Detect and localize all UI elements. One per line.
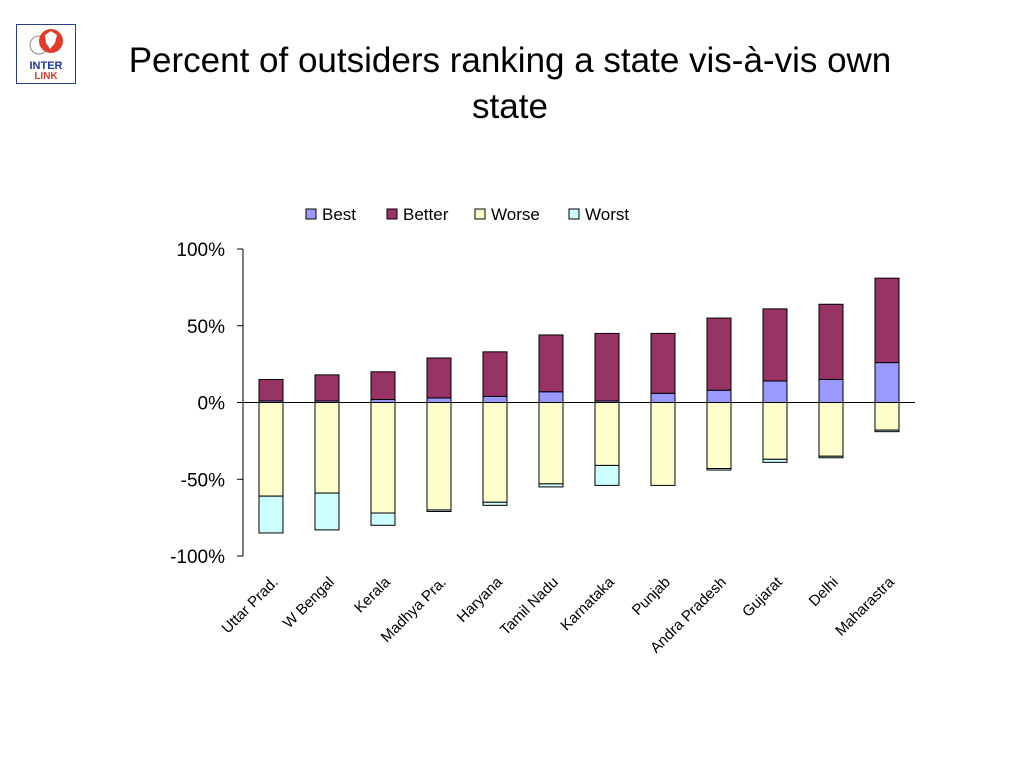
y-tick-label: 100%	[176, 240, 225, 261]
bar-better-punjab	[650, 332, 676, 394]
x-category-label: Kerala	[351, 573, 394, 616]
bar-best-madhya-pra	[426, 397, 452, 403]
bar-better-kerala	[370, 371, 396, 400]
bar-worse-maharastra	[874, 402, 900, 431]
bar-worst-maharastra	[874, 429, 900, 433]
x-category-label: Delhi	[806, 574, 842, 610]
logo-text-top: INTER	[30, 60, 63, 72]
x-category-label: Punjab	[629, 574, 674, 619]
y-tick-label: -100%	[170, 547, 225, 568]
bar-worst-gujarat	[762, 458, 788, 463]
bar-better-w-bengal	[314, 374, 340, 402]
bar-best-gujarat	[762, 380, 788, 404]
bar-best-delhi	[818, 378, 844, 404]
bar-better-andra-pradesh	[706, 317, 732, 391]
bar-worse-madhya-pra	[426, 402, 452, 511]
bar-worse-delhi	[818, 402, 844, 457]
legend-label-better: Better	[403, 205, 449, 224]
bar-worst-delhi	[818, 455, 844, 459]
x-category-label: Karnataka	[557, 573, 618, 634]
legend-swatch-worse	[474, 208, 486, 220]
bar-better-haryana	[482, 351, 508, 397]
bar-better-uttar-prad	[258, 378, 284, 402]
legend-swatch-worst	[568, 208, 580, 220]
legend-swatch-better	[386, 208, 398, 220]
bar-worse-gujarat	[762, 402, 788, 460]
bar-worse-haryana	[482, 402, 508, 503]
bar-worst-madhya-pra	[426, 509, 452, 512]
bar-better-maharastra	[874, 277, 900, 364]
logo-text-bottom: LINK	[34, 71, 58, 82]
bar-best-tamil-nadu	[538, 391, 564, 404]
legend-swatch-best	[305, 208, 317, 220]
x-category-label: Maharastra	[832, 573, 898, 639]
x-category-label: Gujarat	[739, 573, 786, 620]
bar-worst-andra-pradesh	[706, 468, 732, 471]
bar-worse-andra-pradesh	[706, 402, 732, 470]
bar-worst-w-bengal	[314, 492, 340, 531]
legend-label-worse: Worse	[491, 205, 540, 224]
x-category-label: Haryana	[454, 573, 507, 626]
x-category-label: Tamil Nadu	[497, 574, 562, 639]
x-category-label: Uttar Prad.	[219, 574, 282, 637]
bar-worst-uttar-prad	[258, 495, 284, 534]
legend-label-best: Best	[322, 205, 356, 224]
bar-worse-w-bengal	[314, 402, 340, 494]
legend-label-worst: Worst	[585, 205, 629, 224]
bar-best-andra-pradesh	[706, 389, 732, 404]
bar-better-delhi	[818, 303, 844, 380]
bar-worst-haryana	[482, 501, 508, 506]
bar-best-punjab	[650, 392, 676, 404]
bar-worse-punjab	[650, 402, 676, 486]
bar-better-madhya-pra	[426, 357, 452, 399]
interlink-logo: INTER LINK	[16, 24, 76, 84]
bar-better-gujarat	[762, 308, 788, 382]
slide-title: Percent of outsiders ranking a state vis…	[128, 41, 892, 126]
bar-best-haryana	[482, 395, 508, 403]
y-tick-label: 50%	[187, 317, 225, 338]
bar-worst-tamil-nadu	[538, 483, 564, 488]
bar-better-karnataka	[594, 332, 620, 402]
x-category-label: W Bengal	[280, 574, 338, 632]
logo-graphic-icon: INTER LINK	[29, 29, 63, 82]
y-tick-label: 0%	[198, 394, 226, 415]
bar-worse-tamil-nadu	[538, 402, 564, 485]
bar-worse-karnataka	[594, 402, 620, 466]
bar-better-tamil-nadu	[538, 334, 564, 393]
bar-worst-karnataka	[594, 464, 620, 486]
y-tick-label: -50%	[181, 470, 225, 491]
bar-worst-kerala	[370, 512, 396, 526]
bar-best-maharastra	[874, 362, 900, 403]
bar-worse-kerala	[370, 402, 396, 514]
bar-worse-uttar-prad	[258, 402, 284, 497]
